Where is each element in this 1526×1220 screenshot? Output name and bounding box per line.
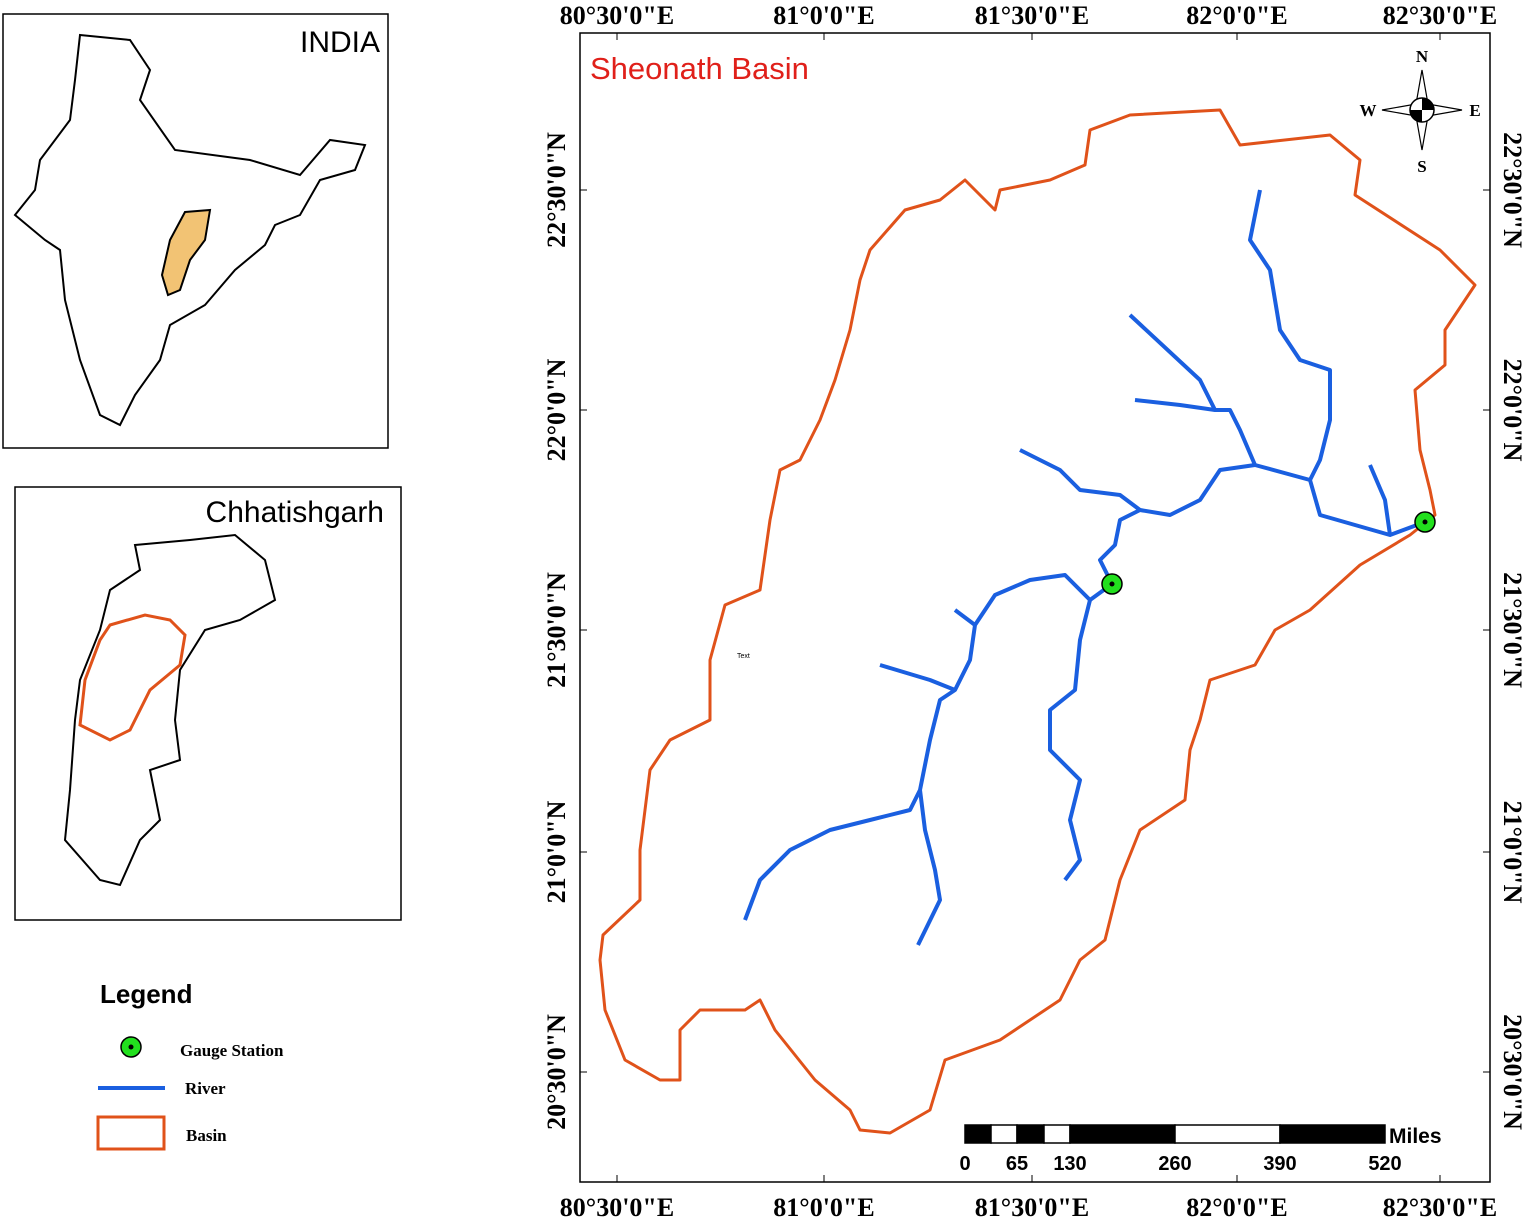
grid-label-left: 22°30'0"N [542, 132, 571, 248]
grid-label-right: 21°30'0"N [1498, 572, 1526, 688]
grid-label-top: 82°30'0"E [1383, 1, 1497, 30]
scale-label: 65 [1006, 1153, 1028, 1175]
river [1134, 398, 1216, 412]
grid-label-right: 21°0'0"N [1498, 801, 1526, 904]
rivers [743, 189, 1426, 946]
river [1368, 464, 1392, 536]
scale-segment [1279, 1124, 1386, 1144]
scale-label: 390 [1263, 1153, 1296, 1175]
grid-label-right: 22°30'0"N [1498, 132, 1526, 248]
compass-quarters [1410, 98, 1434, 122]
grid-label-bottom: 81°0'0"E [773, 1193, 874, 1220]
river [953, 608, 977, 627]
river [1128, 313, 1426, 537]
scale-segment [1174, 1124, 1281, 1144]
river [1248, 189, 1332, 481]
scale-segment [990, 1124, 1018, 1144]
scale-unit: Miles [1389, 1125, 1442, 1148]
legend-label: Basin [186, 1126, 227, 1145]
gauge-dot [1422, 519, 1428, 525]
grid-label-right: 22°0'0"N [1498, 359, 1526, 462]
legend-title: Legend [100, 979, 192, 1009]
grid-label-bottom: 82°30'0"E [1383, 1193, 1497, 1220]
scale-label: 130 [1053, 1153, 1086, 1175]
scale-segment [1043, 1124, 1071, 1144]
gauge-dot [1109, 581, 1115, 587]
scale-bar [964, 1124, 1386, 1144]
compass: N S E W [1360, 47, 1481, 176]
river [916, 789, 942, 946]
map-title: Sheonath Basin [590, 51, 809, 86]
state-highlight [160, 208, 212, 297]
grid-label-top: 80°30'0"E [560, 1, 674, 30]
legend-gauge-dot [128, 1044, 134, 1050]
scale-label: 520 [1368, 1153, 1401, 1175]
river [1019, 448, 1142, 512]
compass-s: S [1417, 157, 1426, 176]
basin-inset [78, 613, 187, 742]
grid-label-right: 20°30'0"N [1498, 1014, 1526, 1130]
legend-basin-icon [96, 1115, 166, 1151]
grid-label-bottom: 81°30'0"E [975, 1193, 1089, 1220]
map-note: Text [737, 653, 750, 660]
compass-n: N [1416, 47, 1429, 66]
grid-label-left: 21°30'0"N [542, 572, 571, 688]
grid-label-left: 21°0'0"N [542, 800, 571, 903]
scale-segment [1069, 1124, 1176, 1144]
state-title: Chhatishgarh [206, 496, 384, 529]
basin-boundary [598, 108, 1477, 1135]
river [1048, 599, 1092, 882]
map-frame [579, 32, 1491, 1183]
legend-label: Gauge Station [180, 1041, 284, 1060]
legend-label: River [185, 1079, 226, 1098]
grid-label-left: 20°30'0"N [542, 1014, 571, 1130]
grid-label-top: 81°0'0"E [773, 1, 874, 30]
scale-label: 260 [1158, 1153, 1191, 1175]
scale-label: 0 [959, 1153, 970, 1175]
compass-w: W [1360, 101, 1377, 120]
grid-label-top: 82°0'0"E [1186, 1, 1287, 30]
grid-label-top: 81°30'0"E [975, 1, 1089, 30]
scale-segment [964, 1124, 992, 1144]
river [879, 663, 956, 692]
grid-label-bottom: 82°0'0"E [1186, 1193, 1287, 1220]
compass-e: E [1469, 101, 1480, 120]
india-title: INDIA [300, 26, 380, 59]
river [743, 573, 1114, 921]
scale-segment [1016, 1124, 1045, 1144]
grid-label-left: 22°0'0"N [542, 358, 571, 461]
grid-label-bottom: 80°30'0"E [560, 1193, 674, 1220]
